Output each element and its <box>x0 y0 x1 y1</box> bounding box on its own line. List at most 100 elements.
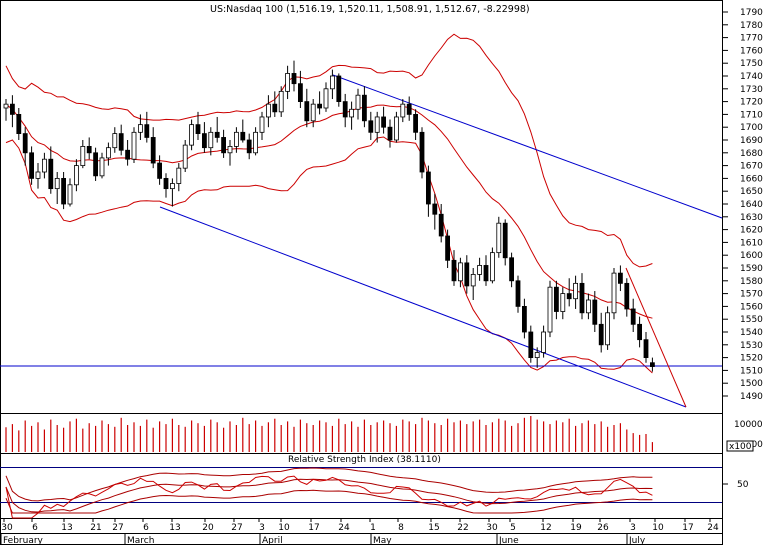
price-tick-label: 1780 <box>740 21 763 31</box>
date-tick-label: 24 <box>338 523 350 533</box>
candle-body <box>61 177 66 205</box>
price-tick-label: 1560 <box>740 302 763 312</box>
candle-body <box>605 312 610 346</box>
price-tick-label: 1650 <box>740 187 763 197</box>
price-tick-label: 1660 <box>740 174 763 184</box>
volume-axis: 10000 5000 x100 <box>726 420 763 452</box>
volume-tick-label: 10000 <box>734 420 763 430</box>
candle-body <box>368 120 374 133</box>
volume-series <box>5 416 654 452</box>
candle-body <box>528 331 534 359</box>
date-tick-label: 6 <box>143 523 149 533</box>
candle-body <box>227 145 233 154</box>
price-tick-label: 1600 <box>740 251 763 261</box>
candle-body <box>304 101 310 122</box>
candle-body <box>624 282 630 310</box>
candle-body <box>566 293 572 300</box>
candlestick-series <box>3 60 655 372</box>
price-tick-label: 1580 <box>740 277 763 287</box>
date-tick-label: 8 <box>398 523 404 533</box>
price-tick-label: 1720 <box>740 98 763 108</box>
date-tick-label: 3 <box>630 523 636 533</box>
candle-body <box>278 90 284 113</box>
price-tick-label: 1590 <box>740 264 763 274</box>
price-tick-label: 1630 <box>740 213 763 223</box>
candle-body <box>67 184 73 205</box>
candle-body <box>515 280 521 307</box>
price-tick-label: 1490 <box>740 392 763 402</box>
candle-body <box>541 331 546 353</box>
rsi-lower-band <box>5 489 653 514</box>
candle-body <box>112 133 118 149</box>
candle-body <box>189 124 195 146</box>
date-tick-label: 27 <box>231 523 242 533</box>
candle-body <box>163 177 169 190</box>
volume-multiplier-label: x100 <box>729 442 752 452</box>
price-tick-label: 1570 <box>740 290 763 300</box>
candle-body <box>106 147 111 159</box>
rsi-label: Relative Strength Index (38.1110) <box>288 455 441 465</box>
price-tick-label: 1740 <box>740 72 763 82</box>
chart-title: US:Nasdaq 100 (1,516.19, 1,520.11, 1,508… <box>210 4 530 15</box>
candle-body <box>425 171 431 205</box>
price-tick-label: 1730 <box>740 85 763 95</box>
date-tick-label: 17 <box>682 523 693 533</box>
price-tick-label: 1610 <box>740 238 763 248</box>
candle-body <box>233 131 239 147</box>
bollinger-bands <box>5 33 653 374</box>
candle-body <box>381 116 387 128</box>
candle-body <box>470 273 476 287</box>
price-tick-label: 1540 <box>740 328 763 338</box>
price-tick-label: 1520 <box>740 354 763 364</box>
date-tick-label: 26 <box>597 523 609 533</box>
date-tick-label: 10 <box>652 523 664 533</box>
candle-body <box>150 137 156 164</box>
price-tick-label: 1760 <box>740 46 763 56</box>
candle-body <box>182 144 188 169</box>
candle-body <box>502 222 508 259</box>
price-panel <box>0 0 723 414</box>
candle-body <box>643 339 649 358</box>
candle-body <box>137 124 143 133</box>
candle-body <box>317 103 323 109</box>
price-tick-label: 1790 <box>740 8 763 18</box>
candle-body <box>214 131 220 138</box>
candle-body <box>355 94 361 110</box>
candle-body <box>509 257 515 282</box>
price-tick-label: 1620 <box>740 226 763 236</box>
date-tick-label: 12 <box>540 523 551 533</box>
candle-body <box>483 265 489 282</box>
candle-body <box>413 114 419 133</box>
upper-channel-line <box>332 74 723 219</box>
candle-body <box>144 124 150 138</box>
candle-body <box>477 265 483 275</box>
candle-body <box>650 362 655 367</box>
month-label: March <box>127 536 154 545</box>
candle-body <box>547 286 553 333</box>
candle-body <box>131 131 137 160</box>
candle-body <box>9 103 15 115</box>
candle-body <box>246 139 252 154</box>
candle-body <box>86 145 92 154</box>
candle-body <box>3 103 9 109</box>
date-tick-label: 13 <box>169 523 180 533</box>
candle-body <box>99 157 105 177</box>
lower-channel-line <box>159 206 687 408</box>
date-tick-label: 10 <box>278 523 290 533</box>
rsi-average-line <box>5 478 653 513</box>
price-tick-label: 1700 <box>740 123 763 133</box>
candle-body <box>387 126 393 141</box>
candle-body <box>323 88 329 109</box>
candle-body <box>592 299 598 325</box>
candle-body <box>438 213 444 237</box>
candle-body <box>618 272 623 284</box>
candle-body <box>310 103 316 122</box>
candle-body <box>586 299 591 314</box>
price-tick-label: 1510 <box>740 366 763 376</box>
candle-body <box>432 203 438 215</box>
candle-body <box>554 286 559 312</box>
date-axis: 30 6 13 21 27 6 13 20 27 3 10 17 24 1 8 15 22 30 5 12 19 26 3 1… <box>0 518 719 545</box>
date-tick-label: 3 <box>259 523 265 533</box>
candle-body <box>522 305 527 333</box>
